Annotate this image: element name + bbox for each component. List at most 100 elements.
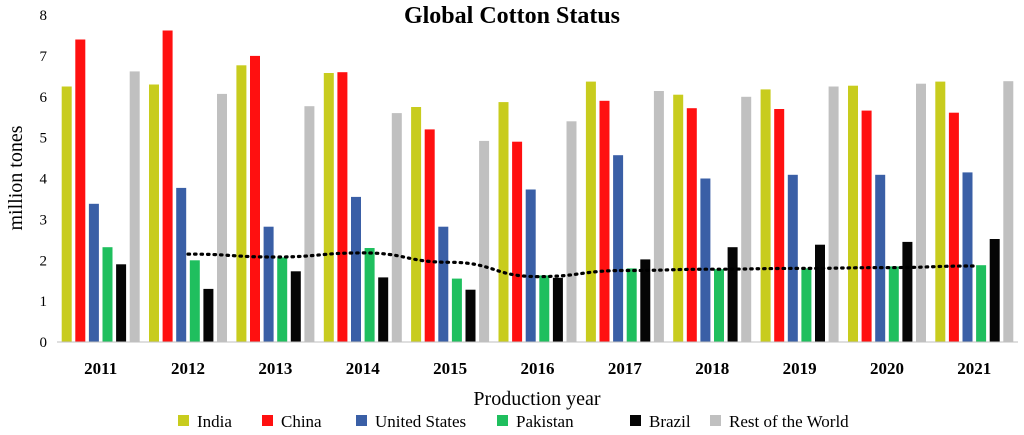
bars (61, 30, 1014, 343)
legend: India China United States Pakistan Brazil Res… (178, 412, 849, 431)
bar-brazil (989, 239, 1000, 342)
bar-united-states (613, 155, 624, 342)
bar-brazil (116, 264, 127, 342)
y-axis: 0 1 2 3 4 5 6 7 8 (40, 8, 48, 351)
bar-rest-of-the-world (916, 83, 926, 342)
bar-china (75, 39, 86, 342)
bar-rest-of-the-world (304, 106, 315, 342)
legend-label: India (197, 412, 232, 431)
x-tick-label: 2011 (84, 359, 117, 378)
x-tick-label: 2019 (783, 359, 817, 378)
bar-brazil (465, 289, 476, 342)
bar-rest-of-the-world (566, 121, 577, 342)
bar-united-states (875, 174, 886, 342)
y-tick-label: 0 (40, 335, 48, 351)
bar-rest-of-the-world (129, 71, 140, 343)
bar-united-states (700, 178, 711, 342)
bar-pakistan (277, 257, 288, 342)
x-tick-label: 2021 (957, 359, 991, 378)
bar-china (861, 110, 872, 342)
bar-india (149, 84, 159, 342)
bar-rest-of-the-world (479, 140, 490, 342)
bar-rest-of-the-world (653, 91, 664, 342)
bar-brazil (552, 277, 563, 342)
y-tick-label: 2 (40, 253, 48, 269)
bar-india (585, 81, 596, 342)
bar-pakistan (102, 247, 113, 342)
x-tick-label: 2018 (695, 359, 729, 378)
x-axis-label: Production year (473, 388, 601, 410)
x-tick-label: 2017 (608, 359, 643, 378)
bar-united-states (962, 172, 973, 342)
y-tick-label: 4 (40, 172, 48, 188)
bar-pakistan (189, 260, 200, 343)
bar-united-states (88, 203, 99, 342)
x-axis: 2011 2012 2013 2014 2015 2016 2017 2018 2019 2020… (57, 341, 1018, 378)
bar-india (498, 102, 509, 342)
bar-china (599, 100, 610, 342)
y-axis-label: million tones (5, 125, 27, 230)
bar-pakistan (539, 275, 550, 342)
bar-united-states (351, 196, 361, 342)
bar-united-states (438, 226, 449, 342)
bar-china (774, 109, 785, 342)
bar-china (250, 55, 260, 343)
bar-china (948, 112, 959, 342)
legend-label: Pakistan (516, 412, 574, 431)
legend-label: China (281, 412, 322, 431)
legend-swatch (497, 415, 508, 426)
x-tick-label: 2012 (171, 359, 205, 378)
bar-india (760, 89, 771, 343)
bar-india (935, 81, 946, 342)
legend-swatch (262, 415, 273, 426)
bar-pakistan (888, 266, 899, 342)
bar-united-states (787, 174, 798, 342)
legend-label: Brazil (649, 412, 691, 431)
x-tick-label: 2013 (258, 359, 292, 378)
bar-pakistan (976, 265, 987, 342)
bar-brazil (203, 288, 214, 342)
bar-pakistan (626, 268, 637, 342)
legend-swatch (710, 415, 721, 426)
bar-brazil (640, 259, 651, 342)
bar-india (323, 73, 334, 342)
bar-pakistan (714, 269, 724, 342)
bar-brazil (378, 277, 389, 342)
legend-swatch (178, 415, 189, 426)
y-tick-label: 5 (40, 131, 48, 147)
x-tick-label: 2015 (433, 359, 467, 378)
legend-label: Rest of the World (729, 412, 849, 431)
bar-brazil (727, 247, 738, 342)
bar-brazil (902, 241, 913, 342)
bar-rest-of-the-world (741, 96, 752, 343)
trendline-path (186, 251, 976, 279)
legend-swatch (356, 415, 367, 426)
bar-china (512, 141, 523, 342)
x-tick-label: 2014 (346, 359, 381, 378)
x-tick-label: 2016 (521, 359, 555, 378)
bar-china (686, 108, 697, 342)
y-tick-label: 6 (40, 90, 48, 106)
bar-pakistan (451, 278, 462, 342)
bar-rest-of-the-world (217, 93, 227, 343)
bar-china (162, 30, 173, 342)
bar-united-states (263, 226, 274, 342)
bar-pakistan (364, 248, 375, 342)
bar-brazil (290, 271, 301, 342)
bar-china (337, 72, 348, 342)
bar-india (61, 86, 72, 342)
y-tick-label: 8 (40, 8, 48, 24)
bar-china (424, 129, 435, 342)
legend-swatch (630, 415, 641, 426)
bar-india (411, 107, 422, 342)
bar-rest-of-the-world (828, 86, 839, 342)
y-tick-label: 7 (40, 49, 48, 65)
bar-pakistan (801, 268, 812, 342)
bar-india (236, 65, 247, 343)
x-tick-label: 2020 (870, 359, 904, 378)
legend-label: United States (375, 412, 466, 431)
bar-united-states (176, 187, 187, 342)
bar-brazil (815, 244, 825, 342)
trendline (186, 251, 976, 279)
